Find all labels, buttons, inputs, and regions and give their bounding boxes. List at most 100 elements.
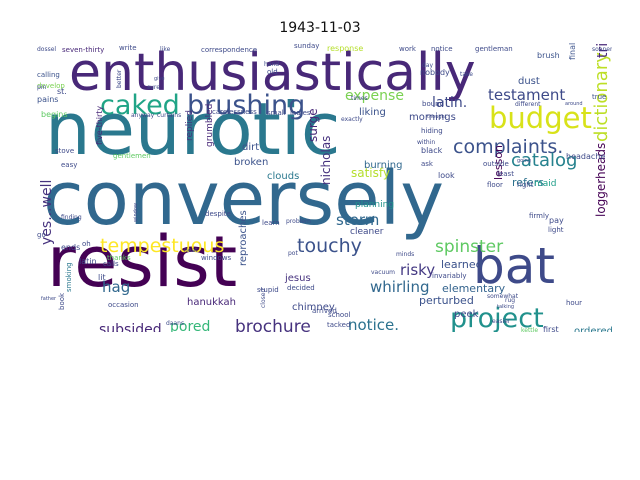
- word-93: right: [517, 181, 534, 189]
- word-99: lit: [98, 273, 106, 282]
- word-73: true: [592, 93, 606, 101]
- word-135: pot: [288, 250, 298, 257]
- word-136: neat: [184, 247, 198, 254]
- word-104: stupid: [257, 286, 279, 294]
- word-31: loggerheads: [594, 143, 608, 217]
- word-89: curtains: [157, 112, 181, 119]
- word-110: minds: [396, 251, 414, 258]
- word-143: take: [460, 71, 473, 78]
- word-2: resist: [47, 221, 237, 303]
- word-59: finally: [568, 42, 577, 60]
- word-28: surge: [306, 108, 320, 142]
- word-85: stove: [55, 147, 74, 155]
- word-105: closed: [260, 289, 267, 308]
- word-120: ladies: [290, 109, 311, 117]
- word-124: give: [154, 76, 165, 82]
- word-86: instead: [37, 137, 39, 159]
- word-23: hag: [102, 278, 130, 296]
- word-101: window: [133, 203, 139, 222]
- word-130: floor: [487, 181, 503, 189]
- word-41: ordered: [574, 326, 612, 332]
- word-91: look: [438, 171, 455, 180]
- word-131: bound: [422, 100, 444, 108]
- word-145: times: [351, 95, 368, 102]
- word-96: firmly: [529, 212, 549, 220]
- word-14: brochure: [235, 317, 311, 332]
- word-44: clouds: [267, 171, 299, 182]
- word-75: old: [267, 68, 278, 76]
- word-90: anyway: [131, 112, 155, 119]
- word-9: complaints.: [453, 136, 563, 158]
- word-37: hanukkah: [187, 297, 236, 308]
- word-12: tempestuous: [100, 235, 224, 257]
- word-147: talking: [497, 304, 514, 310]
- word-39: chimney: [292, 302, 335, 313]
- word-19: whirling: [370, 278, 429, 296]
- word-102: windows: [201, 254, 232, 262]
- word-47: cleaner: [350, 227, 384, 237]
- chart-title: 1943-11-03: [279, 20, 361, 36]
- word-30: lesson: [492, 145, 505, 180]
- word-40: reproaches: [238, 210, 249, 266]
- word-63: ends: [61, 243, 80, 252]
- word-144: within: [417, 139, 435, 146]
- word-33: elementary: [442, 282, 506, 295]
- word-56: response: [327, 44, 363, 53]
- word-97: thanks: [107, 254, 131, 262]
- word-17: storm: [336, 211, 379, 229]
- word-46: dirt: [242, 142, 259, 153]
- word-142: day: [422, 62, 433, 69]
- word-69: calling: [37, 71, 60, 79]
- word-66: begins: [41, 110, 68, 119]
- word-115: first: [543, 325, 559, 332]
- word-8: project: [450, 303, 544, 332]
- word-49: grumbled: [205, 104, 215, 147]
- word-132: thought: [427, 114, 447, 120]
- word-122: better: [116, 69, 123, 88]
- word-121: exactly: [341, 116, 363, 123]
- word-84: hiding: [421, 127, 443, 135]
- word-36: perturbed: [419, 294, 474, 307]
- word-53: dust: [518, 76, 540, 87]
- word-5: brushing: [187, 90, 305, 121]
- word-108: tacked: [327, 321, 350, 329]
- word-35: maid: [534, 179, 557, 189]
- word-10: catalog: [511, 150, 577, 171]
- word-146: father: [41, 296, 57, 302]
- word-74: nobody: [420, 68, 450, 77]
- word-60: trial: [595, 42, 611, 58]
- word-113: easier: [492, 318, 511, 325]
- word-125: daans: [166, 320, 184, 327]
- word-103: despite: [205, 210, 231, 218]
- word-50: replied: [185, 110, 195, 141]
- word-0: neurotic: [45, 87, 340, 171]
- word-48: planning: [355, 200, 394, 210]
- word-106: decided: [287, 284, 315, 292]
- word-98: calls: [103, 260, 119, 268]
- word-107: arrived: [312, 307, 337, 315]
- word-114: kettle: [521, 327, 538, 332]
- word-111: invariably: [432, 272, 466, 280]
- word-71: headache: [566, 152, 605, 161]
- word-123: sure: [147, 84, 160, 91]
- word-6: caked: [100, 90, 180, 121]
- word-13: touchy: [297, 235, 362, 257]
- word-76: write: [119, 44, 137, 52]
- word-78: work: [399, 45, 417, 53]
- word-133: oh: [82, 240, 91, 248]
- word-42: peek: [454, 309, 479, 320]
- word-21: pored: [170, 319, 210, 332]
- word-45: burning: [364, 160, 402, 171]
- word-22: subsided: [99, 322, 162, 332]
- word-128: going: [517, 158, 531, 164]
- word-140: pin: [37, 84, 46, 91]
- word-64: smoking: [65, 262, 73, 292]
- word-7: budget: [489, 101, 592, 135]
- word-52: liking: [359, 107, 386, 118]
- word-29: nicholas: [319, 136, 333, 185]
- word-79: notice: [431, 45, 453, 53]
- word-34: refers: [512, 176, 544, 189]
- word-65: finding: [61, 214, 82, 221]
- word-148: around: [565, 101, 583, 107]
